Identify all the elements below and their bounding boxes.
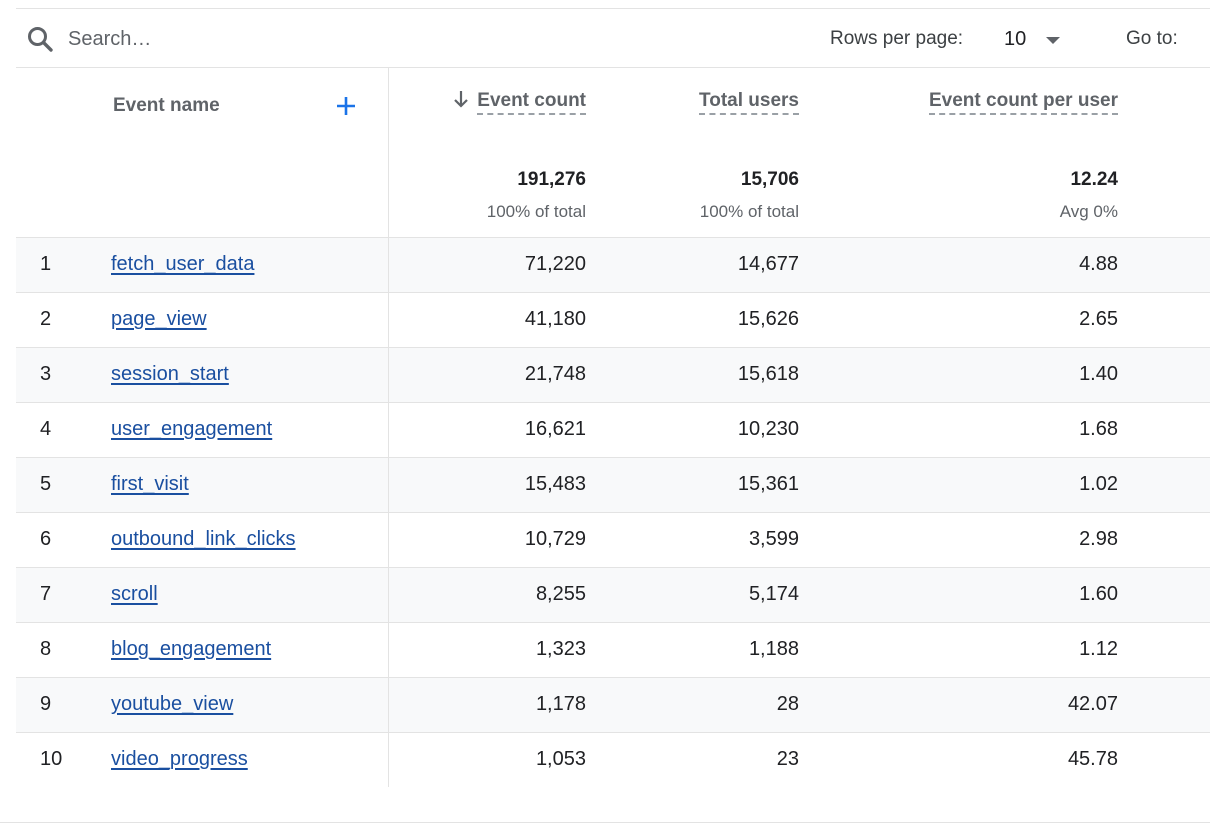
go-to-label: Go to: (1126, 28, 1178, 49)
event-name-link[interactable]: page_view (111, 308, 207, 330)
total-users-cell: 28 (776, 693, 799, 715)
row-index: 4 (40, 418, 52, 440)
total-users-cell: 14,677 (737, 253, 799, 275)
row-index: 7 (40, 583, 52, 605)
table-header: Event name Event count Total users Event… (16, 68, 1210, 238)
search-input[interactable] (68, 23, 468, 55)
total-event-count-per-user-avg: Avg 0% (1059, 202, 1118, 221)
event-count-per-user-cell: 1.40 (1079, 363, 1118, 385)
table-row: 9 youtube_view 1,178 28 42.07 (16, 678, 1210, 733)
row-index: 10 (40, 748, 63, 770)
column-divider (388, 68, 389, 787)
event-count-per-user-cell: 2.98 (1079, 528, 1118, 550)
event-count-per-user-cell: 1.12 (1079, 638, 1118, 660)
total-users-cell: 3,599 (748, 528, 799, 550)
event-count-cell: 1,053 (535, 748, 586, 770)
event-count-per-user-cell: 1.02 (1079, 473, 1118, 495)
total-users-cell: 23 (776, 748, 799, 770)
column-header-event-count-label: Event count (477, 90, 586, 115)
column-header-event-count-per-user-label: Event count per user (929, 90, 1118, 115)
column-header-total-users-label: Total users (699, 90, 799, 115)
rows-per-page-value: 10 (1004, 28, 1027, 50)
top-divider (16, 8, 1210, 9)
row-index: 3 (40, 363, 52, 385)
table-row: 10 video_progress 1,053 23 45.78 (16, 733, 1210, 788)
event-name-link[interactable]: fetch_user_data (111, 253, 255, 275)
total-event-count-per-user: 12.24 (1070, 169, 1118, 190)
column-header-total-users[interactable]: Total users (699, 90, 799, 115)
event-name-link[interactable]: user_engagement (111, 418, 273, 440)
event-count-per-user-cell: 42.07 (1067, 693, 1118, 715)
total-users-value: 15,706 (740, 169, 799, 190)
table-body: 1 fetch_user_data 71,220 14,677 4.88 2 p… (16, 238, 1210, 788)
event-name-link[interactable]: outbound_link_clicks (111, 528, 296, 550)
total-event-count-share: 100% of total (486, 202, 586, 221)
total-users-cell: 15,618 (737, 363, 799, 385)
table-row: 2 page_view 41,180 15,626 2.65 (16, 293, 1210, 348)
column-header-event-count[interactable]: Event count (453, 90, 586, 115)
event-count-cell: 71,220 (524, 253, 586, 275)
rows-per-page-label: Rows per page: (830, 28, 964, 49)
event-count-per-user-cell: 45.78 (1067, 748, 1118, 770)
chevron-down-icon (1046, 37, 1060, 44)
table-row: 6 outbound_link_clicks 10,729 3,599 2.98 (16, 513, 1210, 568)
search-icon[interactable] (26, 25, 54, 53)
column-header-event-count-per-user[interactable]: Event count per user (929, 90, 1118, 115)
bottom-divider (0, 822, 1210, 823)
event-count-cell: 15,483 (524, 473, 586, 495)
event-name-link[interactable]: first_visit (111, 473, 189, 495)
event-name-link[interactable]: video_progress (111, 748, 248, 770)
total-users-cell: 15,361 (737, 473, 799, 495)
table-row: 1 fetch_user_data 71,220 14,677 4.88 (16, 238, 1210, 293)
table-toolbar: Rows per page: 10 Go to: (16, 9, 1210, 68)
total-users-cell: 15,626 (737, 308, 799, 330)
event-count-cell: 16,621 (524, 418, 586, 440)
event-count-cell: 10,729 (524, 528, 586, 550)
event-count-cell: 41,180 (524, 308, 586, 330)
arrow-down-icon (454, 91, 469, 108)
row-index: 1 (40, 253, 52, 275)
event-count-cell: 8,255 (535, 583, 586, 605)
row-index: 6 (40, 528, 52, 550)
table-row: 7 scroll 8,255 5,174 1.60 (16, 568, 1210, 623)
table-row: 8 blog_engagement 1,323 1,188 1.12 (16, 623, 1210, 678)
rows-per-page-select[interactable]: 10 (992, 21, 1082, 57)
event-name-link[interactable]: session_start (111, 363, 229, 385)
table-row: 5 first_visit 15,483 15,361 1.02 (16, 458, 1210, 513)
total-users-share: 100% of total (699, 202, 799, 221)
table-row: 3 session_start 21,748 15,618 1.40 (16, 348, 1210, 403)
row-index: 9 (40, 693, 52, 715)
column-header-event-name: Event name (113, 95, 220, 116)
event-count-cell: 21,748 (524, 363, 586, 385)
event-count-cell: 1,323 (535, 638, 586, 660)
row-index: 5 (40, 473, 52, 495)
row-index: 8 (40, 638, 52, 660)
event-name-link[interactable]: blog_engagement (111, 638, 272, 660)
event-count-per-user-cell: 4.88 (1079, 253, 1118, 275)
event-count-per-user-cell: 1.68 (1079, 418, 1118, 440)
total-users-cell: 10,230 (737, 418, 799, 440)
event-count-cell: 1,178 (535, 693, 586, 715)
event-count-per-user-cell: 1.60 (1079, 583, 1118, 605)
total-users-cell: 1,188 (748, 638, 799, 660)
add-icon[interactable] (334, 94, 358, 118)
total-users-cell: 5,174 (748, 583, 799, 605)
event-name-link[interactable]: scroll (111, 583, 158, 605)
total-event-count: 191,276 (517, 169, 586, 190)
row-index: 2 (40, 308, 52, 330)
table-row: 4 user_engagement 16,621 10,230 1.68 (16, 403, 1210, 458)
event-count-per-user-cell: 2.65 (1079, 308, 1118, 330)
event-name-link[interactable]: youtube_view (111, 693, 234, 715)
